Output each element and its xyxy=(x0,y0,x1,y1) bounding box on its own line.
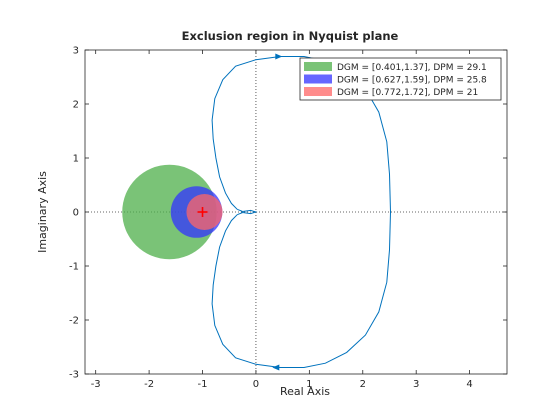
legend-swatch-1 xyxy=(304,62,332,71)
y-tick-label: -2 xyxy=(69,316,79,327)
legend-swatch-2 xyxy=(304,74,332,84)
nyquist-curve xyxy=(211,56,392,368)
x-tick-label: 3 xyxy=(413,379,419,390)
chart-title: Exclusion region in Nyquist plane xyxy=(182,29,399,43)
legend-swatch-3 xyxy=(304,87,332,96)
x-tick-label: 2 xyxy=(360,379,366,390)
legend-label-3: DGM = [0.772,1.72], DPM = 21 xyxy=(337,88,478,98)
legend-label-2: DGM = [0.627,1.59], DPM = 25.8 xyxy=(337,76,487,86)
plot-area xyxy=(84,49,508,375)
x-tick-label: -3 xyxy=(91,379,101,390)
x-tick-label: 0 xyxy=(253,379,259,390)
x-tick-label: -1 xyxy=(198,379,208,390)
y-axis-label: Imaginary Axis xyxy=(36,171,49,253)
legend-label-1: DGM = [0.401,1.37], DPM = 29.1 xyxy=(337,63,487,73)
x-axis-label: Real Axis xyxy=(280,385,330,398)
arrow-lower xyxy=(272,364,280,371)
arrow-upper xyxy=(275,53,283,60)
y-tick-label: 3 xyxy=(73,46,79,57)
nyquist-loop xyxy=(237,208,258,216)
y-tick-label: 0 xyxy=(73,208,79,219)
y-tick-label: -3 xyxy=(69,370,79,381)
legend: DGM = [0.401,1.37], DPM = 29.1 DGM = [0.6… xyxy=(299,57,502,101)
critical-point-marker xyxy=(197,207,208,217)
y-tick-label: -1 xyxy=(69,262,79,273)
legend-box xyxy=(299,57,502,101)
x-tick-label: 4 xyxy=(466,379,472,390)
y-tick-label: 2 xyxy=(73,100,79,111)
x-tick-label: 1 xyxy=(306,379,312,390)
x-tick-label: -2 xyxy=(144,379,154,390)
y-tick-label: 1 xyxy=(73,154,79,165)
